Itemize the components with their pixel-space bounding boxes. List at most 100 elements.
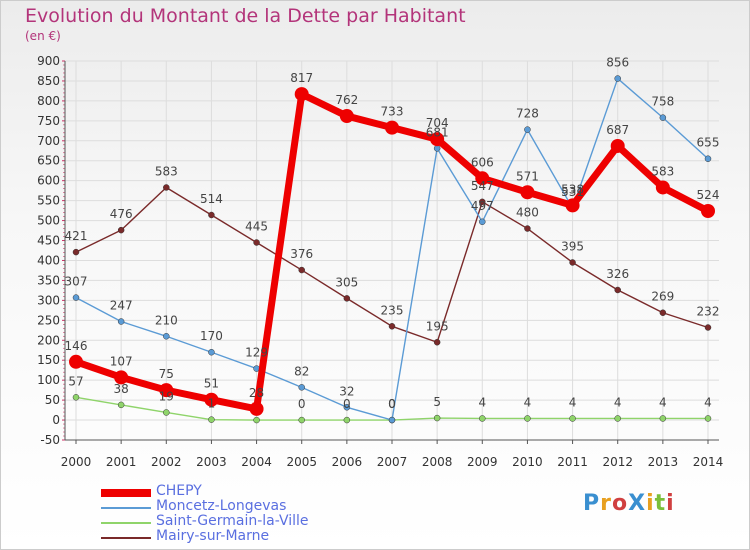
data-point: [69, 354, 83, 369]
y-tick-label: 750: [37, 114, 60, 128]
data-label: 421: [65, 229, 88, 243]
logo-letter: P: [583, 491, 601, 516]
data-label: 606: [471, 155, 494, 169]
y-tick-label: 700: [37, 134, 60, 148]
data-label: 75: [159, 367, 174, 381]
legend-item: Mairy-sur-Marne: [101, 528, 421, 546]
data-label: 305: [335, 275, 358, 289]
data-point: [565, 198, 580, 213]
data-point: [610, 138, 625, 153]
data-label: 0: [388, 397, 396, 411]
chart-unit-label: (en €): [25, 29, 61, 43]
data-label: 4: [524, 395, 532, 409]
data-label: 681: [426, 125, 449, 139]
data-label: 0: [298, 397, 306, 411]
data-label: 5: [433, 395, 441, 409]
data-label: 571: [516, 169, 539, 183]
x-tick-label: 2009: [467, 455, 498, 469]
data-label: 655: [697, 136, 720, 150]
data-point: [249, 401, 264, 416]
data-label: 326: [606, 267, 629, 281]
x-tick-label: 2006: [332, 455, 363, 469]
data-point: [72, 394, 80, 401]
data-point: [614, 75, 621, 82]
data-label: 531: [561, 185, 584, 199]
data-point: [117, 401, 125, 409]
x-tick-label: 2007: [377, 455, 408, 469]
axes: -500501001502002503003504004505005506006…: [37, 54, 723, 469]
legend: CHEPY Moncetz-Longevas Saint-Germain-la-Vi…: [101, 483, 421, 546]
data-label: 107: [110, 354, 133, 368]
y-tick-label: -50: [40, 433, 60, 447]
x-tick-label: 2004: [241, 455, 272, 469]
data-label: 28: [249, 386, 264, 400]
data-label: 480: [516, 206, 539, 220]
data-label: 758: [651, 95, 674, 109]
data-label: 445: [245, 220, 268, 234]
logo-letter: r: [600, 491, 612, 516]
data-label: 57: [68, 374, 83, 388]
data-label: 146: [65, 339, 88, 353]
data-point: [208, 211, 215, 219]
data-point: [298, 266, 305, 274]
data-point: [163, 184, 170, 191]
x-tick-label: 2005: [286, 455, 317, 469]
data-label: 0: [388, 397, 396, 411]
data-point: [298, 384, 305, 391]
data-point: [208, 348, 215, 356]
data-point: [433, 339, 441, 346]
data-point: [659, 415, 667, 422]
y-tick-label: 150: [37, 353, 60, 367]
data-point: [433, 145, 441, 152]
logo-letter: o: [611, 491, 629, 516]
legend-swatch: [101, 507, 151, 509]
data-point: [204, 392, 219, 407]
x-tick-label: 2014: [693, 455, 724, 469]
x-tick-label: 2000: [61, 455, 92, 469]
data-point: [339, 109, 354, 124]
data-label: 762: [335, 93, 358, 107]
data-point: [430, 132, 445, 147]
data-point: [117, 226, 125, 234]
legend-label: Mairy-sur-Marne: [156, 528, 270, 544]
data-point: [117, 318, 125, 325]
data-labels-layer: 4214765835144453763052351955474803953262…: [65, 56, 720, 411]
data-label: 856: [606, 56, 629, 70]
data-point: [208, 416, 215, 423]
x-tick-label: 2012: [602, 455, 633, 469]
data-point: [388, 323, 396, 330]
data-label: 235: [381, 303, 404, 317]
y-tick-label: 250: [37, 313, 60, 327]
data-point: [343, 404, 351, 411]
x-tick-label: 2008: [422, 455, 453, 469]
data-label: 376: [290, 247, 313, 261]
x-tick-label: 2003: [196, 455, 227, 469]
data-point: [385, 120, 399, 135]
data-label: 247: [110, 299, 133, 313]
y-tick-label: 100: [37, 373, 60, 387]
legend-swatch: [101, 522, 151, 524]
data-label: 687: [606, 123, 629, 137]
grid-lines: [65, 60, 719, 441]
data-label: 817: [290, 71, 313, 85]
data-point: [614, 286, 621, 294]
data-label: 524: [697, 188, 720, 202]
y-tick-label: 600: [37, 174, 60, 188]
legend-item: Moncetz-Longevas: [101, 498, 421, 516]
data-point: [343, 295, 351, 302]
chart-title: Evolution du Montant de la Dette par Hab…: [25, 5, 466, 27]
data-point: [159, 383, 174, 398]
y-tick-label: 550: [37, 194, 60, 208]
data-label: 269: [651, 290, 674, 304]
data-label: 232: [697, 304, 720, 318]
legend-item: Saint-Germain-la-Ville: [101, 513, 421, 531]
legend-item: CHEPY: [101, 483, 421, 501]
data-label: 195: [426, 319, 449, 333]
data-label: 51: [204, 377, 219, 391]
x-tick-label: 2010: [512, 455, 543, 469]
data-point: [294, 87, 309, 102]
data-point: [659, 114, 667, 121]
y-tick-label: 50: [45, 393, 60, 407]
